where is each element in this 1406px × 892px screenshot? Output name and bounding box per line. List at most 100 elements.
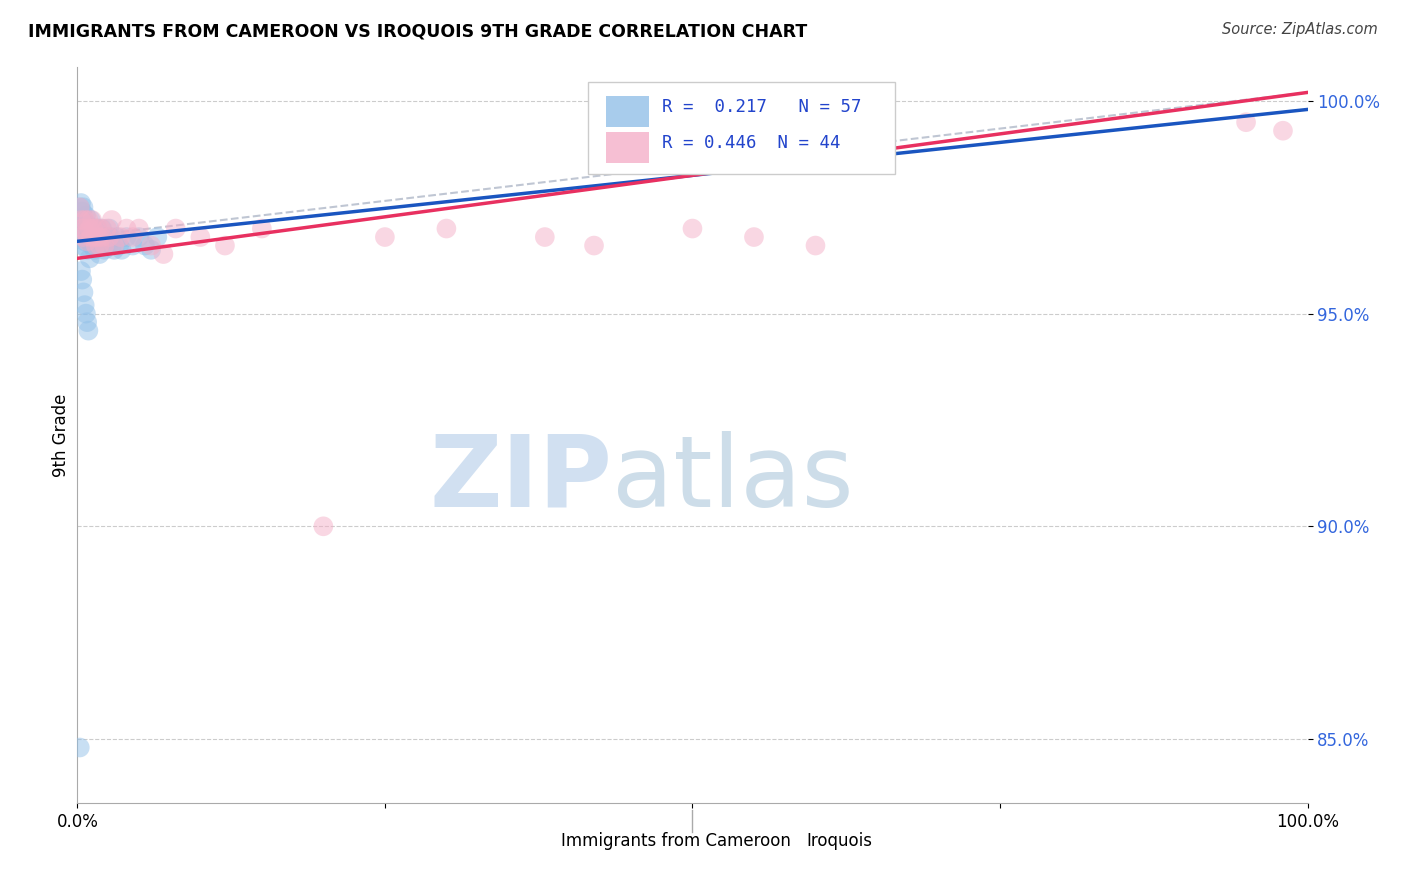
Point bbox=[73, 298, 96, 312]
Text: R = 0.446  N = 44: R = 0.446 N = 44 bbox=[662, 134, 841, 152]
Point bbox=[80, 213, 103, 227]
Point bbox=[110, 230, 132, 244]
Point bbox=[80, 230, 103, 244]
Point bbox=[70, 272, 93, 286]
Text: atlas: atlas bbox=[613, 431, 853, 527]
Point bbox=[188, 230, 212, 244]
Point bbox=[89, 238, 111, 252]
Point bbox=[69, 221, 91, 235]
Point bbox=[70, 196, 93, 211]
Point bbox=[534, 230, 557, 244]
Point bbox=[76, 315, 98, 329]
Point bbox=[72, 285, 94, 300]
Point bbox=[76, 243, 98, 257]
Point bbox=[100, 230, 122, 244]
Point bbox=[70, 264, 93, 278]
Point bbox=[69, 200, 91, 214]
Point bbox=[70, 221, 93, 235]
Point bbox=[93, 243, 115, 257]
Bar bbox=[526, 830, 554, 853]
Y-axis label: 9th Grade: 9th Grade bbox=[52, 393, 70, 476]
Point bbox=[96, 230, 118, 244]
Point bbox=[75, 209, 97, 223]
Point bbox=[72, 230, 94, 244]
Point bbox=[72, 200, 94, 214]
Point bbox=[682, 221, 704, 235]
Point bbox=[82, 230, 104, 244]
Point bbox=[83, 230, 105, 244]
Point bbox=[87, 238, 110, 252]
Point bbox=[82, 238, 104, 252]
Point bbox=[141, 238, 163, 252]
Point bbox=[436, 221, 458, 235]
Point bbox=[79, 221, 101, 235]
Point bbox=[69, 200, 91, 214]
Point bbox=[146, 230, 169, 244]
Point bbox=[141, 243, 163, 257]
Point bbox=[77, 324, 100, 338]
Point bbox=[82, 221, 104, 235]
Point bbox=[91, 238, 114, 252]
Point bbox=[87, 230, 110, 244]
Point bbox=[105, 230, 128, 244]
Point bbox=[121, 238, 143, 252]
Point bbox=[70, 230, 93, 244]
Point bbox=[115, 221, 138, 235]
Point bbox=[80, 235, 103, 249]
Point bbox=[73, 213, 96, 227]
Point bbox=[75, 226, 97, 240]
Point bbox=[134, 238, 156, 252]
Point bbox=[86, 221, 108, 235]
Point bbox=[115, 230, 138, 244]
FancyBboxPatch shape bbox=[588, 81, 896, 174]
Point bbox=[84, 238, 107, 252]
Point bbox=[86, 221, 108, 235]
Bar bbox=[606, 95, 650, 127]
Point bbox=[75, 226, 97, 240]
Point bbox=[77, 213, 100, 227]
Point bbox=[73, 217, 96, 231]
Point bbox=[1234, 115, 1257, 129]
Point bbox=[121, 230, 143, 244]
Bar bbox=[606, 132, 650, 162]
Point bbox=[103, 243, 125, 257]
Point bbox=[76, 217, 98, 231]
Point bbox=[98, 230, 121, 244]
Point bbox=[79, 226, 101, 240]
Point bbox=[70, 213, 93, 227]
Point bbox=[75, 307, 97, 321]
Text: R =  0.217   N = 57: R = 0.217 N = 57 bbox=[662, 98, 862, 116]
Point bbox=[97, 238, 120, 252]
Point bbox=[108, 238, 131, 252]
Point bbox=[67, 213, 90, 227]
Point bbox=[79, 252, 101, 266]
Point bbox=[76, 235, 98, 249]
Point bbox=[90, 221, 114, 235]
Point bbox=[89, 247, 111, 261]
Point bbox=[214, 238, 236, 252]
Point bbox=[90, 230, 114, 244]
Point bbox=[128, 221, 150, 235]
Point bbox=[72, 213, 94, 227]
Point bbox=[103, 238, 125, 252]
Point bbox=[93, 238, 115, 252]
Point bbox=[1272, 124, 1295, 138]
Point bbox=[90, 221, 112, 235]
Bar bbox=[772, 830, 800, 853]
Point bbox=[69, 740, 91, 755]
Point bbox=[128, 230, 150, 244]
Text: ZIP: ZIP bbox=[430, 431, 613, 527]
Point bbox=[583, 238, 606, 252]
Point bbox=[82, 213, 104, 227]
Text: Source: ZipAtlas.com: Source: ZipAtlas.com bbox=[1222, 22, 1378, 37]
Text: Immigrants from Cameroon: Immigrants from Cameroon bbox=[561, 832, 790, 850]
Point bbox=[94, 235, 117, 249]
Point bbox=[77, 221, 100, 235]
Point bbox=[77, 235, 100, 249]
Point bbox=[70, 204, 93, 219]
Point bbox=[250, 221, 273, 235]
Point bbox=[70, 238, 93, 252]
Point bbox=[73, 235, 96, 249]
Point bbox=[72, 226, 94, 240]
Point bbox=[374, 230, 396, 244]
